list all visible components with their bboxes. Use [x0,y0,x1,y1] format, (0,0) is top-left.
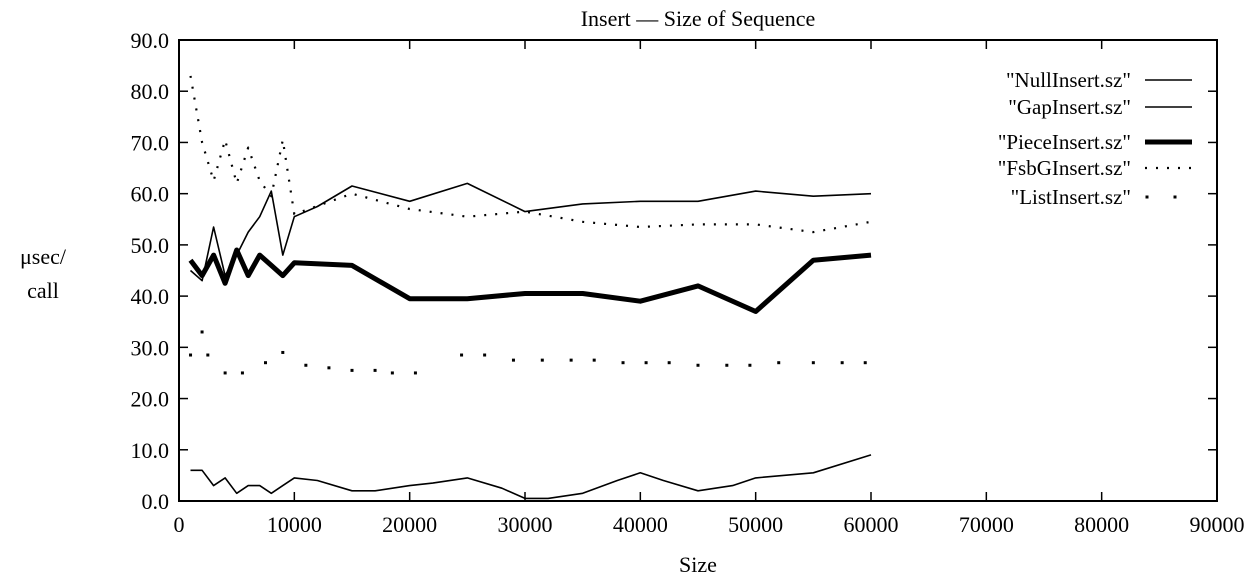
series-4-points [189,330,867,375]
legend-swatch-point [1173,195,1177,199]
legend: "NullInsert.sz" "GapInsert.sz" "PieceInser… [998,68,1192,209]
series-3-line [189,75,872,234]
x-tick-label: 20000 [382,512,437,537]
data-point [863,361,867,365]
legend-label: "NullInsert.sz" [1006,68,1131,92]
legend-label: "PieceInsert.sz" [998,130,1131,154]
y-tick-label: 10.0 [131,438,170,463]
y-axis-label-line-1: μsec/ [20,244,67,269]
data-point [592,358,596,362]
data-point [811,361,815,365]
y-axis-label-line-2: call [27,278,59,303]
data-point [223,371,227,375]
y-tick-label: 90.0 [131,28,170,53]
plot-frame [178,39,1218,502]
data-point [264,361,267,365]
data-point [200,330,204,334]
data-point [240,371,244,375]
legend-label: "FsbGInsert.sz" [998,156,1131,180]
x-axis-ticks: 0 10000 20000 30000 40000 50000 60000 70000 8000… [174,40,1245,537]
series-layer [188,75,872,500]
data-point [511,358,515,362]
y-tick-label: 80.0 [131,79,170,104]
data-point [840,361,844,365]
x-tick-label: 0 [174,512,185,537]
data-point [350,368,354,372]
data-point [189,353,193,357]
data-point [569,358,573,362]
y-tick-label: 30.0 [131,335,170,360]
x-axis-label: Size [679,552,717,577]
data-point [327,366,331,370]
y-tick-label: 60.0 [131,182,170,207]
y-tick-label: 40.0 [131,284,170,309]
y-tick-label: 20.0 [131,387,170,412]
data-point [460,353,464,357]
data-point [483,353,487,357]
legend-label: "GapInsert.sz" [1008,95,1131,119]
y-axis-ticks: 0.0 10.0 20.0 30.0 40.0 50.0 60.0 70.0 80.0 90.0 [131,28,1217,514]
x-tick-label: 40000 [613,512,668,537]
legend-label: "ListInsert.sz" [1011,185,1131,209]
x-tick-label: 70000 [959,512,1014,537]
x-tick-label: 10000 [267,512,322,537]
data-point [281,350,285,354]
data-point [644,361,648,365]
x-tick-label: 30000 [498,512,553,537]
data-point [725,363,729,367]
legend-swatch-point [1145,195,1149,199]
x-tick-label: 80000 [1074,512,1129,537]
y-tick-label: 0.0 [142,489,170,514]
data-point [413,371,417,375]
data-point [206,353,210,357]
series-2-line [188,247,872,314]
data-point [373,368,377,372]
y-tick-label: 50.0 [131,233,170,258]
data-point [777,361,781,365]
series-0-line [190,454,872,500]
chart-title: Insert — Size of Sequence [581,6,816,31]
data-point [540,358,544,362]
data-point [304,363,308,367]
data-point [696,363,700,367]
data-point [390,371,394,375]
x-tick-label: 90000 [1190,512,1245,537]
y-tick-label: 70.0 [131,130,170,155]
data-point [748,363,752,367]
x-tick-label: 50000 [728,512,783,537]
data-point [667,361,671,365]
data-point [621,361,625,365]
x-tick-label: 60000 [844,512,899,537]
